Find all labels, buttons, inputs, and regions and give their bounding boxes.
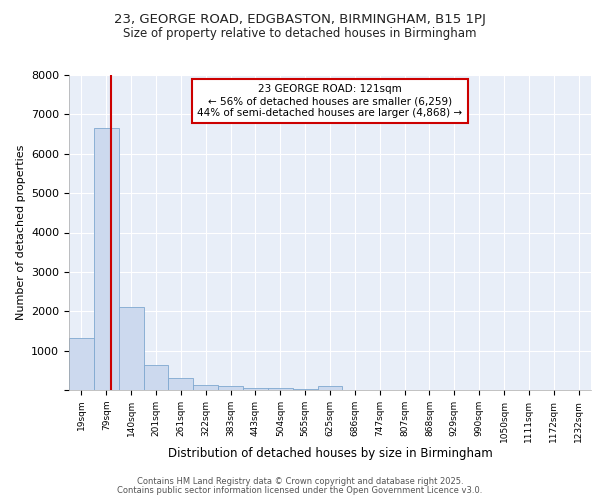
Bar: [218, 386, 243, 390]
Text: 23, GEORGE ROAD, EDGBASTON, BIRMINGHAM, B15 1PJ: 23, GEORGE ROAD, EDGBASTON, BIRMINGHAM, …: [114, 12, 486, 26]
Text: Size of property relative to detached houses in Birmingham: Size of property relative to detached ho…: [123, 28, 477, 40]
Text: Contains public sector information licensed under the Open Government Licence v3: Contains public sector information licen…: [118, 486, 482, 495]
Bar: [169, 378, 193, 390]
Bar: [317, 386, 343, 390]
X-axis label: Distribution of detached houses by size in Birmingham: Distribution of detached houses by size …: [167, 448, 493, 460]
Text: Contains HM Land Registry data © Crown copyright and database right 2025.: Contains HM Land Registry data © Crown c…: [137, 477, 463, 486]
Bar: [94, 128, 119, 390]
Bar: [293, 388, 317, 390]
Text: 23 GEORGE ROAD: 121sqm
← 56% of detached houses are smaller (6,259)
44% of semi-: 23 GEORGE ROAD: 121sqm ← 56% of detached…: [197, 84, 463, 117]
Bar: [268, 388, 293, 390]
Bar: [69, 338, 94, 390]
Bar: [243, 388, 268, 390]
Bar: [143, 365, 169, 390]
Bar: [193, 385, 218, 390]
Bar: [119, 308, 143, 390]
Y-axis label: Number of detached properties: Number of detached properties: [16, 145, 26, 320]
